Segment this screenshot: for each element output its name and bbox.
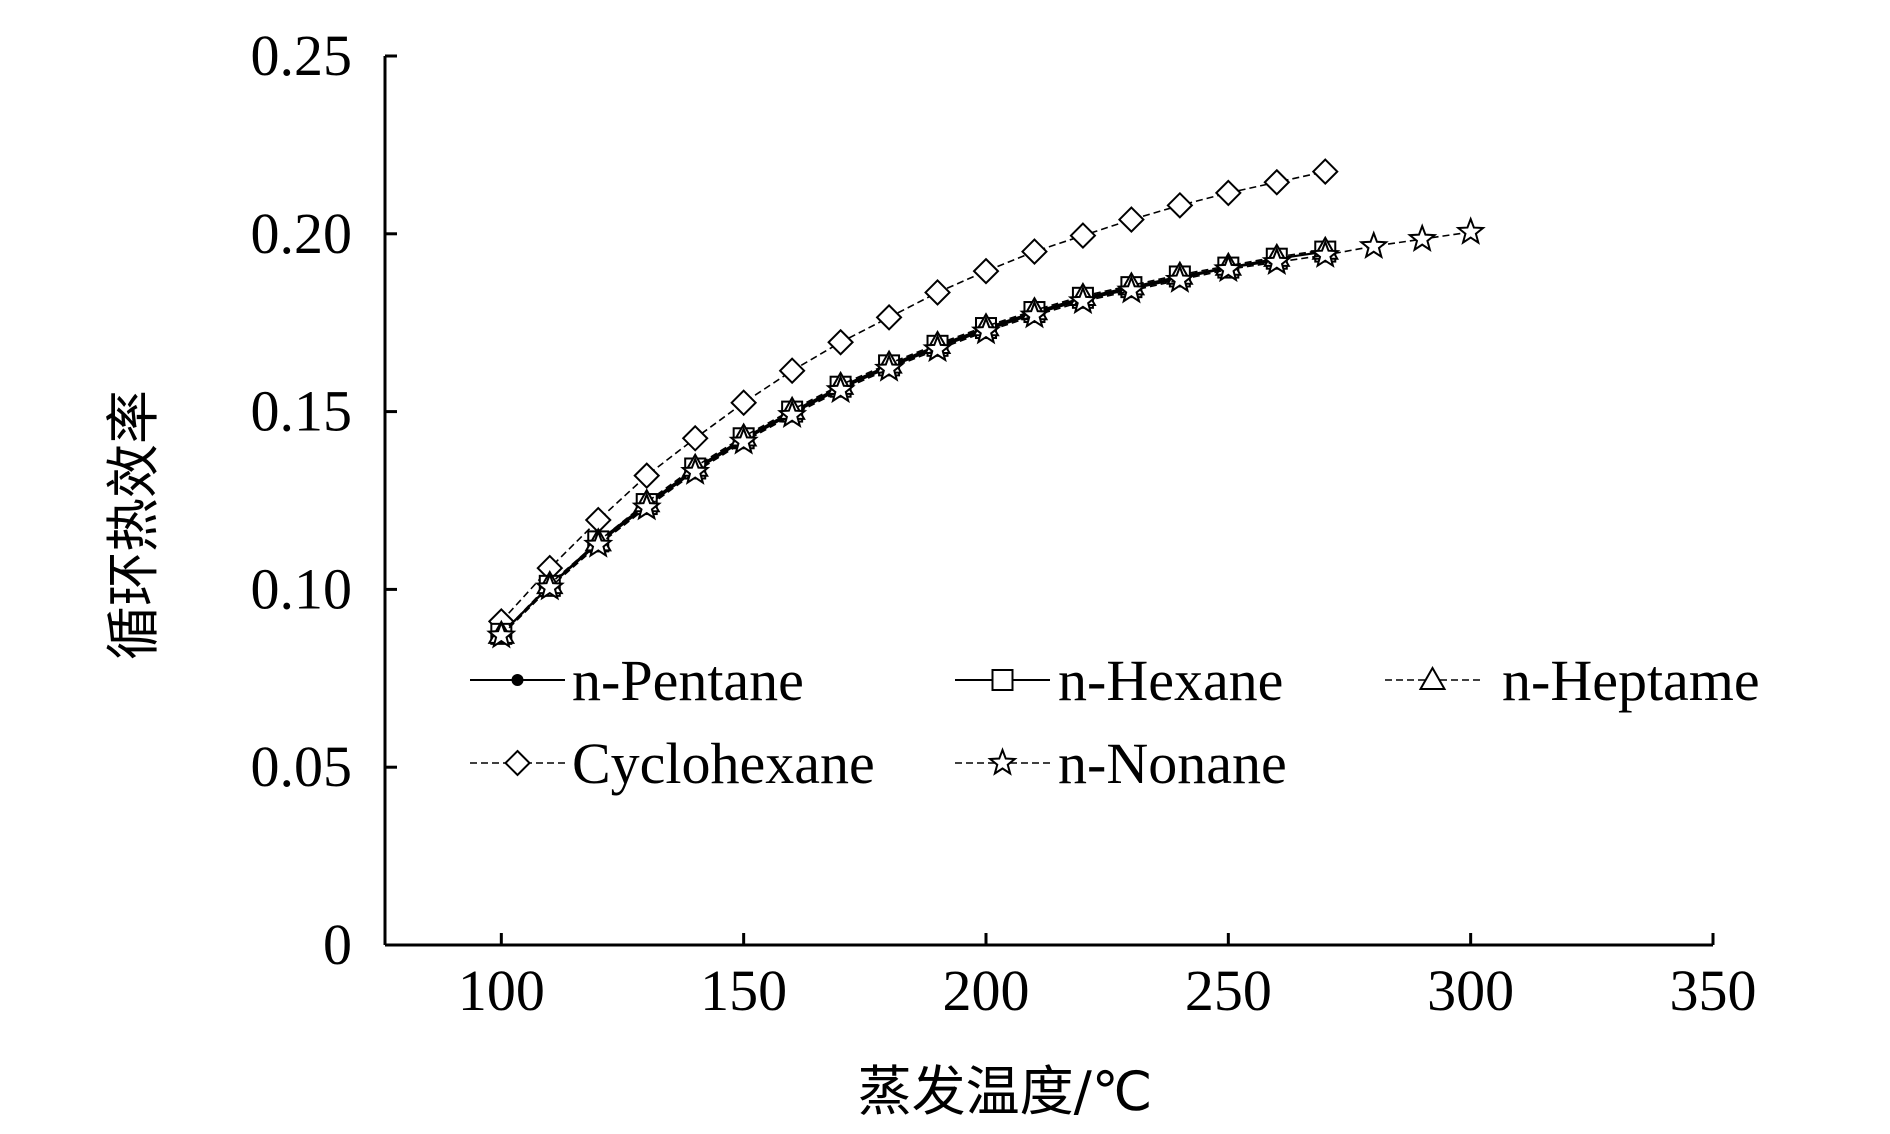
legend-marker	[991, 669, 1014, 691]
y-tick-label: 0.05	[251, 734, 353, 799]
series-cyclohexane	[487, 158, 1339, 635]
data-point	[730, 389, 758, 417]
series-n-heptame	[487, 235, 1339, 644]
data-point	[1021, 238, 1048, 265]
legend-marker	[504, 749, 531, 777]
data-point	[778, 357, 806, 385]
x-tick-label: 350	[1670, 958, 1757, 1023]
data-point	[1019, 299, 1050, 329]
data-point	[1263, 168, 1291, 196]
legend-item: n-Hexane	[955, 648, 1283, 713]
data-point	[1166, 191, 1194, 219]
data-point	[875, 303, 903, 331]
series-line	[500, 231, 1471, 637]
y-tick-label: 0.15	[251, 379, 353, 444]
data-point	[1214, 179, 1242, 207]
legend-label: n-Pentane	[572, 648, 804, 713]
x-tick-label: 300	[1427, 958, 1514, 1023]
data-point	[1407, 223, 1438, 252]
y-axis-ticks: 0 0.05 0.10 0.15 0.20 0.25	[251, 23, 397, 977]
data-point	[924, 279, 951, 306]
data-point	[1164, 264, 1195, 293]
legend-item: n-Heptame	[1385, 648, 1760, 713]
legend-label: n-Nonane	[1058, 731, 1287, 796]
data-point	[1117, 206, 1145, 233]
data-point	[1455, 216, 1486, 245]
data-point	[680, 456, 711, 485]
series-line	[500, 249, 1326, 635]
data-point	[1358, 230, 1389, 260]
legend: n-Pentane n-Hexane n-Heptame Cyclohexane n-N…	[470, 648, 1760, 796]
data-point	[633, 462, 661, 490]
x-axis-ticks: 100 150 200 250 300 350	[458, 933, 1757, 1023]
legend-marker	[987, 747, 1018, 776]
data-point	[777, 399, 808, 428]
data-point	[825, 374, 856, 404]
data-point	[1261, 246, 1292, 276]
legend-label: Cyclohexane	[572, 731, 875, 796]
data-point	[1067, 285, 1098, 315]
x-tick-label: 250	[1185, 958, 1272, 1023]
series-line	[500, 250, 1326, 635]
data-point	[631, 491, 662, 521]
legend-marker	[1418, 665, 1447, 690]
x-axis-label: 蒸发温度/℃	[858, 1060, 1153, 1123]
legend-item: n-Nonane	[955, 731, 1287, 796]
data-point	[1311, 158, 1339, 185]
x-tick-label: 150	[700, 958, 787, 1023]
data-point	[728, 426, 759, 455]
data-point	[1069, 222, 1097, 249]
data-point	[873, 353, 905, 382]
plot-area	[486, 158, 1486, 649]
legend-label: n-Hexane	[1058, 648, 1283, 713]
data-point	[534, 571, 565, 601]
data-point	[827, 328, 855, 356]
data-point	[972, 257, 1000, 285]
legend-item: Cyclohexane	[470, 731, 875, 796]
data-point	[970, 315, 1002, 345]
data-point	[922, 333, 953, 363]
x-tick-label: 100	[458, 958, 545, 1023]
legend-label: n-Heptame	[1502, 648, 1760, 713]
data-point	[1116, 274, 1147, 304]
data-point	[1213, 253, 1244, 283]
axes	[383, 56, 1713, 947]
series-n-nonane	[486, 216, 1486, 649]
y-tick-label: 0.25	[251, 23, 353, 88]
series-n-hexane	[490, 240, 1337, 645]
data-point	[486, 619, 517, 649]
y-axis-label: 循环热效率	[102, 390, 165, 660]
data-point	[681, 424, 709, 452]
y-tick-label: 0.20	[251, 201, 353, 266]
legend-item: n-Pentane	[470, 648, 804, 713]
y-tick-label: 0.10	[251, 556, 353, 621]
data-point	[583, 529, 614, 558]
x-tick-label: 200	[942, 958, 1029, 1023]
data-point	[1310, 239, 1341, 268]
series-line	[500, 170, 1326, 622]
legend-marker	[511, 674, 524, 686]
y-tick-label: 0	[323, 912, 352, 977]
